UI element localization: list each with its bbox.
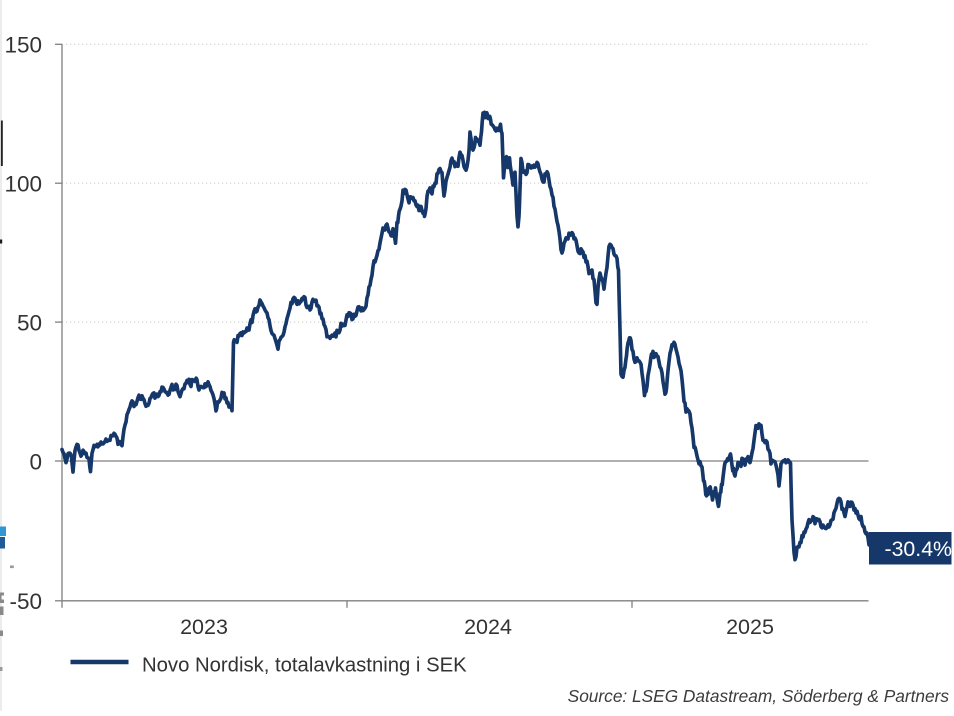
svg-text:2024: 2024 bbox=[464, 615, 512, 639]
svg-text:Novo Nordisk, totalavkastning: Novo Nordisk, totalavkastning i SEK bbox=[142, 655, 467, 677]
svg-text:0: 0 bbox=[29, 450, 42, 475]
svg-text:100: 100 bbox=[4, 172, 42, 197]
svg-text:2025: 2025 bbox=[726, 615, 774, 639]
svg-text:150: 150 bbox=[4, 33, 42, 58]
svg-text:-30.4%: -30.4% bbox=[885, 537, 953, 561]
svg-text:50: 50 bbox=[17, 311, 42, 336]
svg-text:-50: -50 bbox=[9, 589, 42, 614]
svg-text:Source: LSEG Datastream, Söder: Source: LSEG Datastream, Söderberg & Par… bbox=[568, 686, 950, 706]
svg-text:2023: 2023 bbox=[180, 615, 228, 639]
